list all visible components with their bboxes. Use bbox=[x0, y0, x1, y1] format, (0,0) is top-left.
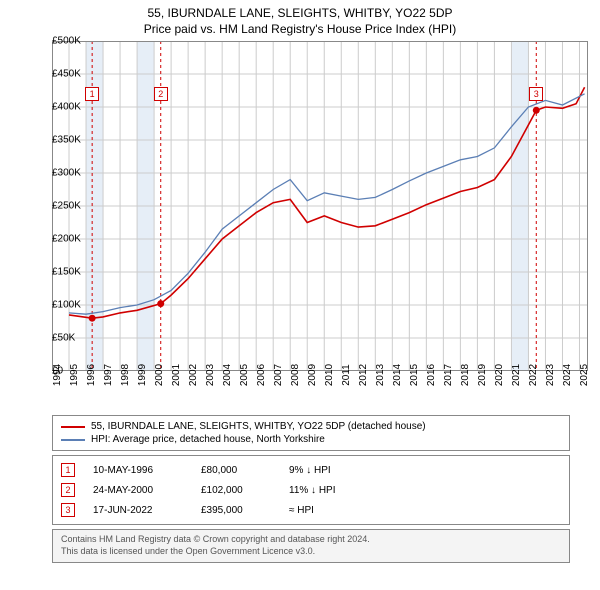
transaction-price: £395,000 bbox=[201, 505, 271, 516]
legend-swatch bbox=[61, 439, 85, 441]
legend-label: 55, IBURNDALE LANE, SLEIGHTS, WHITBY, YO… bbox=[91, 421, 426, 432]
x-tick-label: 2001 bbox=[171, 364, 182, 386]
transaction-marker: 1 bbox=[61, 463, 75, 477]
sale-point-dot bbox=[157, 300, 164, 307]
legend-item: HPI: Average price, detached house, Nort… bbox=[61, 433, 561, 446]
transaction-row: 1 10-MAY-1996 £80,000 9% ↓ HPI bbox=[61, 460, 561, 480]
title-line-2: Price paid vs. HM Land Registry's House … bbox=[0, 22, 600, 38]
transaction-marker: 3 bbox=[61, 503, 75, 517]
x-tick-label: 2020 bbox=[494, 364, 505, 386]
x-tick-label: 2009 bbox=[307, 364, 318, 386]
x-tick-label: 1995 bbox=[69, 364, 80, 386]
x-tick-label: 2017 bbox=[443, 364, 454, 386]
x-tick-label: 2005 bbox=[239, 364, 250, 386]
footer-attribution: Contains HM Land Registry data © Crown c… bbox=[52, 529, 570, 562]
transaction-date: 10-MAY-1996 bbox=[93, 465, 183, 476]
transaction-row: 2 24-MAY-2000 £102,000 11% ↓ HPI bbox=[61, 480, 561, 500]
transaction-date: 17-JUN-2022 bbox=[93, 505, 183, 516]
transaction-change: 11% ↓ HPI bbox=[289, 485, 379, 496]
x-tick-label: 2013 bbox=[375, 364, 386, 386]
sale-point-dot bbox=[89, 315, 96, 322]
x-tick-label: 1997 bbox=[103, 364, 114, 386]
x-tick-label: 2024 bbox=[562, 364, 573, 386]
chart-container: 55, IBURNDALE LANE, SLEIGHTS, WHITBY, YO… bbox=[0, 0, 600, 590]
x-tick-label: 2021 bbox=[511, 364, 522, 386]
chart-title: 55, IBURNDALE LANE, SLEIGHTS, WHITBY, YO… bbox=[0, 0, 600, 37]
sale-point-dot bbox=[533, 107, 540, 114]
x-tick-label: 1996 bbox=[86, 364, 97, 386]
transactions-table: 1 10-MAY-1996 £80,000 9% ↓ HPI 2 24-MAY-2000 £… bbox=[52, 455, 570, 525]
x-tick-label: 2011 bbox=[341, 364, 352, 386]
x-tick-label: 2015 bbox=[409, 364, 420, 386]
sale-point-marker: 2 bbox=[154, 87, 168, 101]
x-tick-label: 1999 bbox=[137, 364, 148, 386]
x-tick-label: 2010 bbox=[324, 364, 335, 386]
footer-line-2: This data is licensed under the Open Gov… bbox=[61, 546, 561, 558]
legend: 55, IBURNDALE LANE, SLEIGHTS, WHITBY, YO… bbox=[52, 415, 570, 451]
x-tick-label: 2018 bbox=[460, 364, 471, 386]
x-tick-label: 2012 bbox=[358, 364, 369, 386]
plot-svg bbox=[52, 41, 588, 371]
x-tick-label: 2003 bbox=[205, 364, 216, 386]
legend-swatch bbox=[61, 426, 85, 428]
legend-label: HPI: Average price, detached house, Nort… bbox=[91, 434, 325, 445]
transaction-marker: 2 bbox=[61, 483, 75, 497]
x-tick-label: 2023 bbox=[545, 364, 556, 386]
sale-point-marker: 3 bbox=[529, 87, 543, 101]
transaction-row: 3 17-JUN-2022 £395,000 ≈ HPI bbox=[61, 500, 561, 520]
chart-area: £0£50K£100K£150K£200K£250K£300K£350K£400… bbox=[10, 41, 588, 409]
legend-item: 55, IBURNDALE LANE, SLEIGHTS, WHITBY, YO… bbox=[61, 420, 561, 433]
title-line-1: 55, IBURNDALE LANE, SLEIGHTS, WHITBY, YO… bbox=[0, 6, 600, 22]
x-tick-label: 2025 bbox=[579, 364, 590, 386]
transaction-price: £102,000 bbox=[201, 485, 271, 496]
x-tick-label: 2006 bbox=[256, 364, 267, 386]
x-tick-label: 1998 bbox=[120, 364, 131, 386]
x-tick-label: 2019 bbox=[477, 364, 488, 386]
x-tick-label: 2002 bbox=[188, 364, 199, 386]
footer-line-1: Contains HM Land Registry data © Crown c… bbox=[61, 534, 561, 546]
x-tick-label: 2000 bbox=[154, 364, 165, 386]
transaction-change: 9% ↓ HPI bbox=[289, 465, 379, 476]
x-tick-label: 2007 bbox=[273, 364, 284, 386]
x-tick-label: 2014 bbox=[392, 364, 403, 386]
x-tick-label: 2022 bbox=[528, 364, 539, 386]
x-tick-label: 2004 bbox=[222, 364, 233, 386]
x-tick-label: 2008 bbox=[290, 364, 301, 386]
x-tick-label: 1994 bbox=[52, 364, 63, 386]
transaction-price: £80,000 bbox=[201, 465, 271, 476]
x-tick-label: 2016 bbox=[426, 364, 437, 386]
sale-point-marker: 1 bbox=[85, 87, 99, 101]
transaction-change: ≈ HPI bbox=[289, 505, 379, 516]
transaction-date: 24-MAY-2000 bbox=[93, 485, 183, 496]
